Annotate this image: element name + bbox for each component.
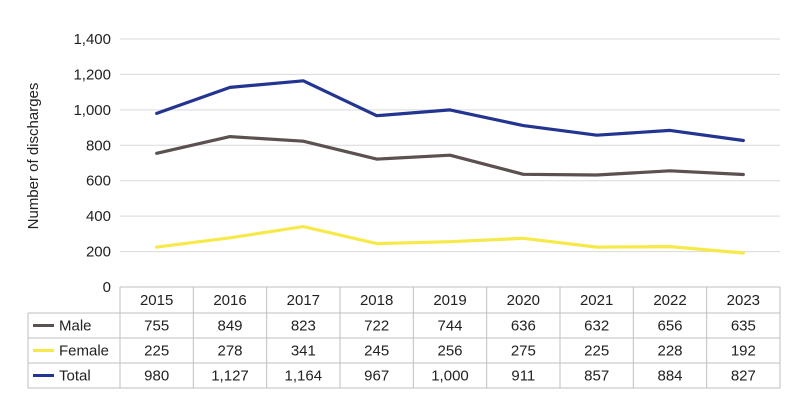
series-lines xyxy=(155,79,745,255)
data-label: 1,164 xyxy=(285,368,323,385)
data-label: 911 xyxy=(511,368,535,385)
data-label: 256 xyxy=(437,343,462,360)
data-label: 635 xyxy=(731,318,756,335)
data-label: 967 xyxy=(364,368,389,385)
legend-label: Total xyxy=(59,368,91,385)
data-label: 192 xyxy=(731,343,756,360)
y-axis-label: Number of discharges xyxy=(25,83,42,230)
data-label: 827 xyxy=(731,368,756,385)
data-label: 225 xyxy=(584,343,609,360)
data-label: 980 xyxy=(144,368,169,385)
data-label: 225 xyxy=(144,343,169,360)
data-label: 228 xyxy=(657,343,682,360)
x-tick-label: 2015 xyxy=(140,292,173,309)
series-line-female xyxy=(155,225,745,255)
x-tick-label: 2022 xyxy=(653,292,686,309)
data-label: 245 xyxy=(364,343,389,360)
data-label: 636 xyxy=(511,318,536,335)
y-tick-label: 1,200 xyxy=(73,66,111,83)
x-tick-label: 2018 xyxy=(360,292,393,309)
data-label: 849 xyxy=(217,318,242,335)
x-tick-label: 2019 xyxy=(433,292,466,309)
x-tick-label: 2017 xyxy=(287,292,320,309)
y-tick-label: 0 xyxy=(103,279,111,296)
y-tick-label: 800 xyxy=(86,137,111,154)
data-label: 823 xyxy=(291,318,316,335)
y-tick-label: 1,400 xyxy=(73,31,111,48)
y-tick-label: 600 xyxy=(86,173,111,190)
y-tick-label: 1,000 xyxy=(73,102,111,119)
series-line-male xyxy=(155,135,745,177)
legend-label: Female xyxy=(59,343,109,360)
data-label: 278 xyxy=(217,343,242,360)
data-label: 1,000 xyxy=(431,368,469,385)
data-label: 341 xyxy=(291,343,316,360)
data-label: 656 xyxy=(657,318,682,335)
data-label: 884 xyxy=(657,368,682,385)
series-line-total xyxy=(155,79,745,143)
data-table: 2015 2016 2017 2018 2019 2020 2021 2022 2023 Male… xyxy=(27,286,781,389)
x-tick-label: 2020 xyxy=(507,292,540,309)
data-label: 275 xyxy=(511,343,536,360)
data-label: 722 xyxy=(364,318,389,335)
data-label: 755 xyxy=(144,318,169,335)
data-label: 744 xyxy=(437,318,462,335)
y-axis-ticks: 0 200 400 600 800 1,000 1,200 1,400 xyxy=(73,31,111,296)
data-label: 857 xyxy=(584,368,609,385)
x-tick-label: 2016 xyxy=(213,292,246,309)
x-tick-label: 2021 xyxy=(580,292,613,309)
y-tick-label: 400 xyxy=(86,208,111,225)
data-label: 632 xyxy=(584,318,609,335)
data-label: 1,127 xyxy=(211,368,249,385)
gridlines xyxy=(120,38,780,253)
legend-label: Male xyxy=(59,318,92,335)
x-tick-label: 2023 xyxy=(727,292,760,309)
y-tick-label: 200 xyxy=(86,244,111,261)
